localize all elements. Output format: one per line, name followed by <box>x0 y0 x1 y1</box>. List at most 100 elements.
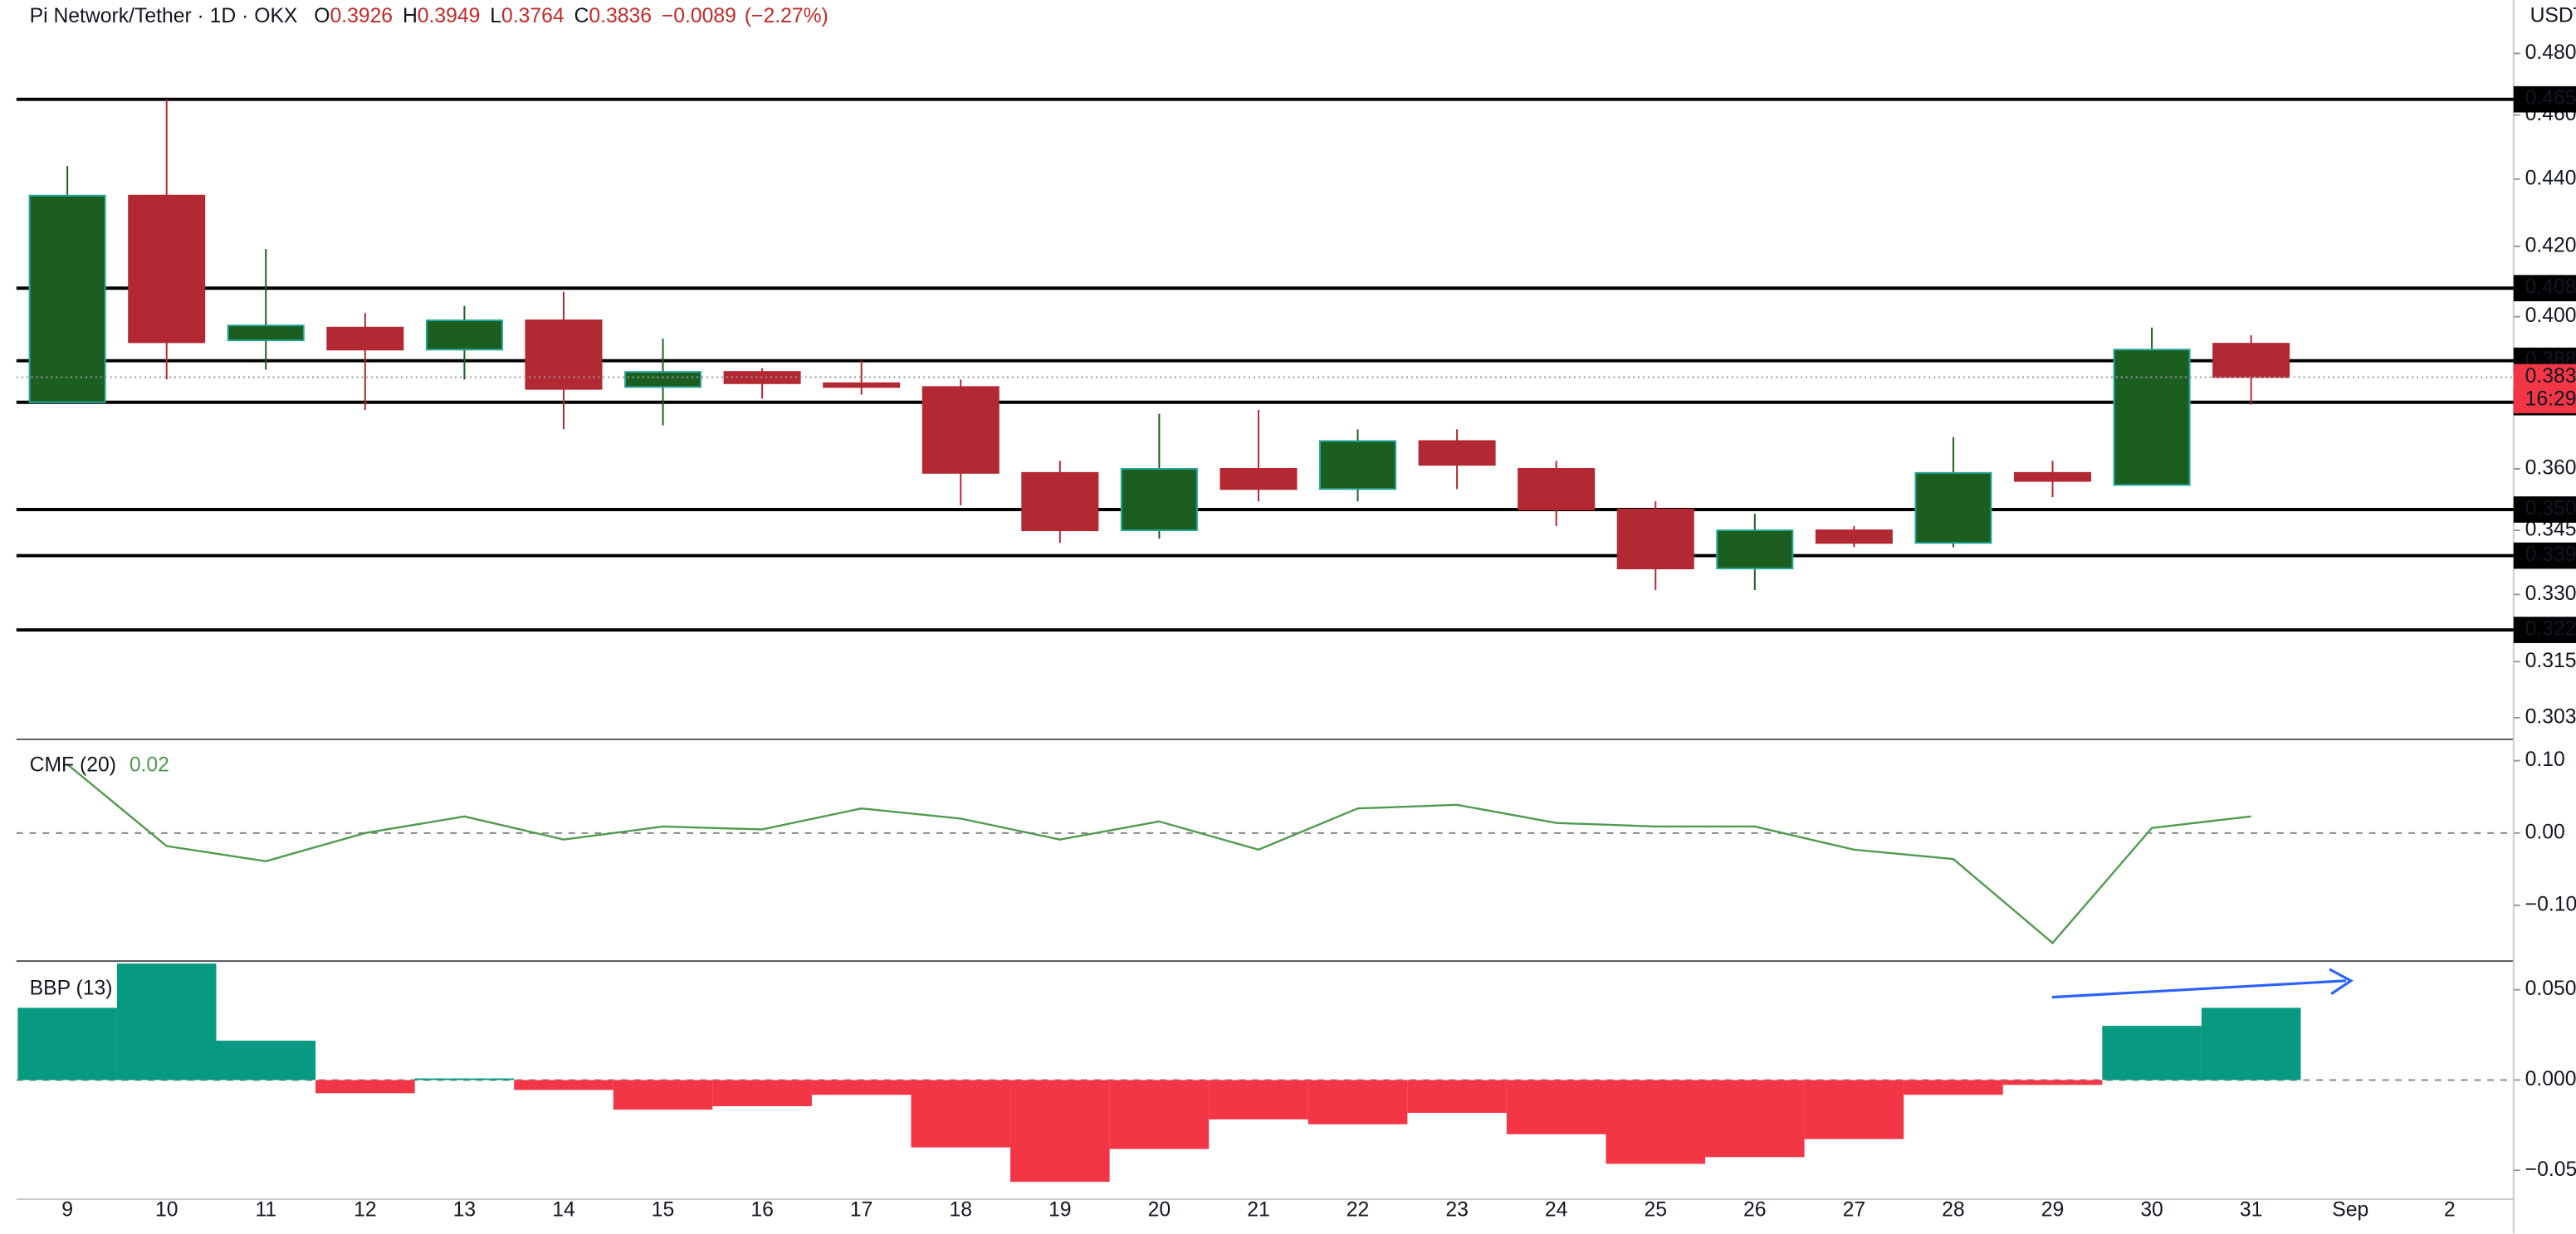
bbp-bar <box>315 1080 415 1094</box>
level-label: 0.322 <box>2525 618 2576 641</box>
bbp-bar <box>1308 1080 1408 1124</box>
bbp-bar <box>1804 1080 1904 1139</box>
x-tick-label: 21 <box>1247 1198 1270 1221</box>
countdown: 16:29 <box>2525 388 2576 411</box>
x-tick-label: 19 <box>1048 1198 1072 1221</box>
y-tick-label: 0.315 <box>2525 650 2576 672</box>
arrow-line <box>2051 979 2347 999</box>
candle-body <box>128 194 206 344</box>
x-tick-label: 25 <box>1644 1198 1667 1221</box>
y-tick-label: 0.00 <box>2525 821 2565 843</box>
x-tick-label: 16 <box>750 1198 774 1221</box>
y-tick-label: −0.10 <box>2525 894 2576 916</box>
x-tick-label: 14 <box>552 1198 575 1221</box>
x-tick-label: 29 <box>2041 1198 2065 1221</box>
x-tick-label: 15 <box>652 1198 675 1221</box>
bbp-bar <box>514 1080 613 1090</box>
symbol-title: Pi Network/Tether · 1D · OKX <box>30 5 298 27</box>
bbp-bar <box>216 1041 316 1080</box>
cmf-last-value: 0.02 <box>130 754 169 776</box>
x-tick-label: 31 <box>2240 1198 2263 1221</box>
candle-body <box>1021 471 1099 532</box>
x-tick-label: 22 <box>1347 1198 1370 1221</box>
ohlc-prefix: L <box>490 5 501 27</box>
y-tick-label: 0.050 <box>2525 978 2576 1000</box>
bbp-bar <box>613 1080 713 1110</box>
x-tick-label: 28 <box>1942 1198 1965 1221</box>
cmf-line <box>66 763 2251 944</box>
candle-body <box>227 324 305 342</box>
bbp-bar <box>2201 1007 2301 1080</box>
level-label: 0.408 <box>2525 276 2576 299</box>
bbp-bar <box>1606 1080 1706 1164</box>
indicator-title: CMF (20) 0.02 <box>30 754 169 776</box>
bbp-bar <box>1506 1080 1606 1134</box>
x-tick-label: 2 <box>2444 1198 2456 1221</box>
y-tick-label: 0.10 <box>2525 749 2565 771</box>
bbp-bar <box>811 1080 912 1095</box>
x-tick-label: 11 <box>255 1198 276 1221</box>
x-tick-label: 18 <box>950 1198 973 1221</box>
ohlc-prefix: H <box>403 5 418 27</box>
bbp-bar <box>1407 1080 1507 1114</box>
bbp-bar <box>2102 1026 2202 1080</box>
cmf-title: CMF (20) <box>30 754 116 776</box>
arrow-head <box>2329 968 2354 995</box>
x-tick-label: 24 <box>1545 1198 1568 1221</box>
x-tick-label: 10 <box>155 1198 178 1221</box>
bbp-bar <box>1904 1080 2003 1095</box>
level-label: 0.350 <box>2525 498 2576 520</box>
x-tick-label: 12 <box>354 1198 377 1221</box>
candle-body <box>1319 440 1397 490</box>
bbp-bar <box>712 1080 812 1107</box>
x-tick-label: 30 <box>2140 1198 2163 1221</box>
bbp-bar <box>1705 1080 1805 1158</box>
currency: USDT <box>2530 5 2576 27</box>
candle-body <box>1716 529 1794 570</box>
candle-body <box>28 194 106 403</box>
candle-body <box>921 386 1000 474</box>
bbp-bar <box>911 1080 1011 1148</box>
change-pct: (−2.27%) <box>745 5 829 27</box>
y-tick-label: 0.440 <box>2525 167 2576 189</box>
level-label: 0.339 <box>2525 544 2576 566</box>
y-tick-label: 0.303 <box>2525 705 2576 728</box>
bbp-bar <box>116 963 217 1080</box>
bbp-bar <box>17 1007 117 1080</box>
bbp-bar <box>414 1078 515 1080</box>
x-tick-label: 20 <box>1148 1198 1171 1221</box>
last-price-label: 0.3836 <box>2525 365 2576 388</box>
bbp-bar <box>1010 1080 1110 1183</box>
candle-body <box>2212 343 2290 378</box>
y-tick-label: 0.360 <box>2525 457 2576 480</box>
x-tick-label: 13 <box>453 1198 477 1221</box>
candle-body <box>326 326 404 351</box>
candle-body <box>525 319 603 390</box>
y-tick-label: 0.420 <box>2525 234 2576 256</box>
candle-body <box>1220 468 1298 490</box>
candle-body <box>1914 471 1992 544</box>
y-tick-label: 0.000 <box>2525 1068 2576 1090</box>
x-tick-label: 27 <box>1843 1198 1866 1221</box>
bbp-bar <box>1109 1080 1210 1149</box>
x-tick-label: 9 <box>61 1198 73 1221</box>
ohlc-value: 0.3949 <box>418 5 481 27</box>
level-box <box>2513 617 2576 643</box>
header: Pi Network/Tether · 1D · OKX O0.3926 H0.39… <box>30 5 829 27</box>
y-tick-label: −0.050 <box>2525 1158 2576 1181</box>
level-box <box>2513 275 2576 302</box>
candle-body <box>2013 471 2092 482</box>
candle-body <box>823 382 901 388</box>
candle-body <box>2113 349 2191 486</box>
x-tick-label: 26 <box>1743 1198 1767 1221</box>
x-tick-label: 17 <box>850 1198 873 1221</box>
ohlc-prefix: O <box>314 5 330 27</box>
level-box <box>2513 85 2576 113</box>
level-box <box>2513 496 2576 523</box>
last-price-box <box>2513 363 2576 414</box>
marks: 0.4800.4600.4400.4200.4000.3600.3450.330… <box>16 41 2576 1221</box>
ohlc-value: 0.3764 <box>501 5 565 27</box>
y-tick-label: 0.400 <box>2525 305 2576 327</box>
trend-arrow <box>2051 968 2354 999</box>
